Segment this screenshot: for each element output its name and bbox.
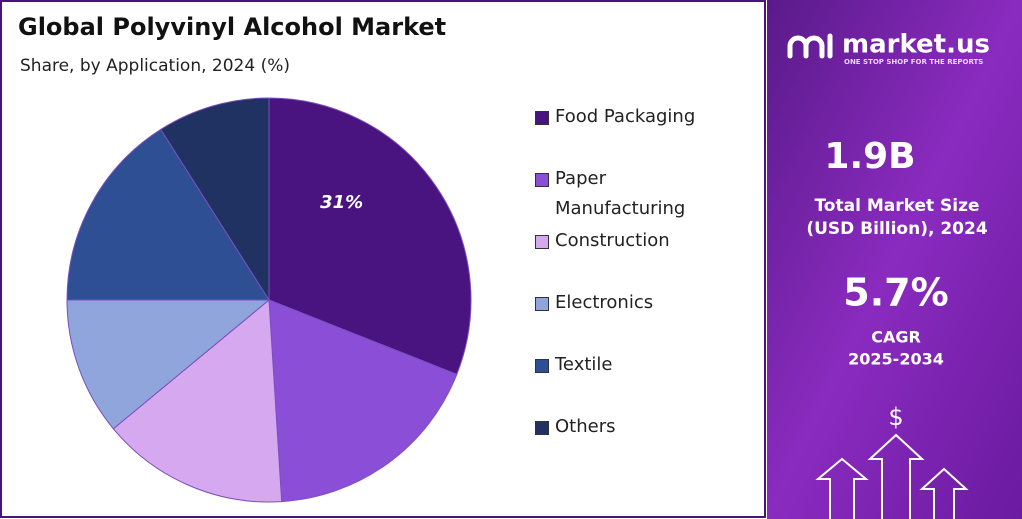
legend-label: Electronics [555,292,654,313]
legend-label: Construction [555,230,670,251]
data-label: 31% [320,192,363,213]
pie-slice [66,299,271,430]
legend-label: Others [555,416,616,437]
legend-swatch [535,421,549,435]
legend-swatch [535,359,549,373]
cagr-label: CAGR [871,328,921,347]
chart-title: Global Polyvinyl Alcohol Market [18,13,446,41]
cagr: 5.7% [843,271,948,315]
legend-swatch [535,111,549,125]
dollar-icon: $ [888,403,903,431]
pie-slice [160,97,270,302]
logo-icon [787,33,833,59]
legend-item: Others [535,412,735,442]
legend-item: Electronics [535,288,735,318]
cagr-period: 2025-2034 [848,350,944,369]
chart-subtitle: Share, by Application, 2024 (%) [20,56,290,76]
legend-item: Food Packaging [535,102,735,132]
arrows-icon [815,433,969,519]
legend-item: Paper Manufacturing [535,164,735,224]
pie-slice [268,97,472,376]
tagline: ONE STOP SHOP FOR THE REPORTS [844,58,983,66]
pie-slice [112,298,283,503]
side-panel [767,0,1022,519]
market-size: 1.9B [824,136,915,177]
legend-label: Food Packaging [555,106,696,127]
brand: market.us [842,30,990,60]
legend-label: Paper Manufacturing [555,168,686,219]
pie-slice [66,128,270,301]
market-size-label: (USD Billion), 2024 [806,219,988,239]
legend-label: Textile [555,354,613,375]
legend-swatch [535,173,549,187]
legend-swatch [535,297,549,311]
legend-swatch [535,235,549,249]
market-size-label: Total Market Size [814,196,979,216]
legend-item: Construction [535,226,735,256]
legend-item: Textile [535,350,735,380]
pie-slice [268,299,458,503]
